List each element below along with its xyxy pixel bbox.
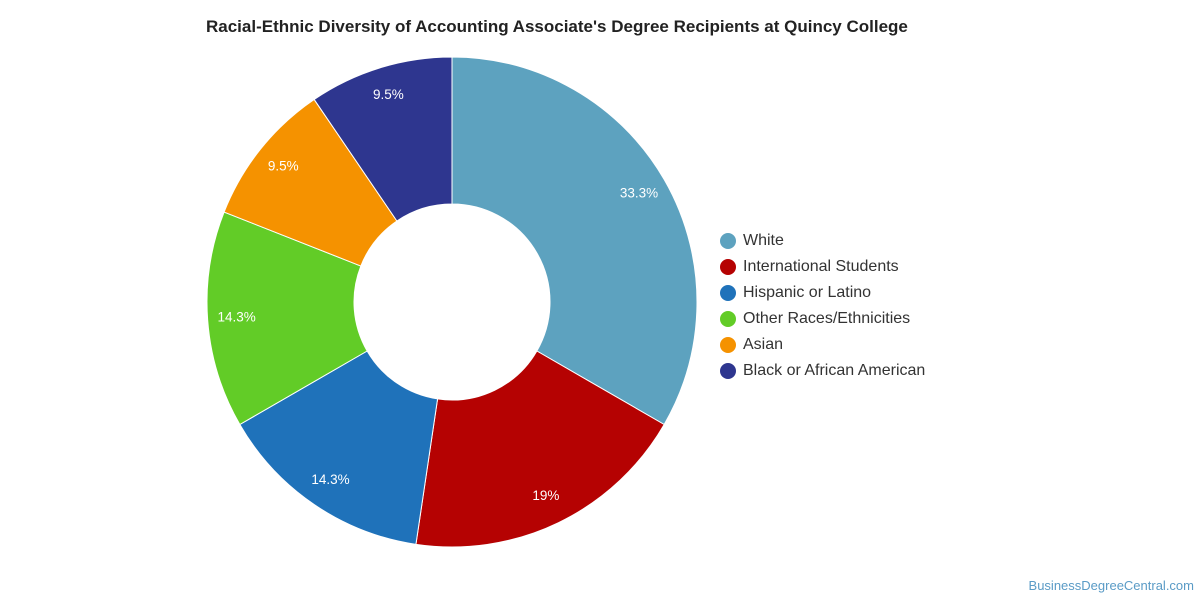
legend-item[interactable]: Other Races/Ethnicities <box>720 306 925 332</box>
slice-black-or-african-american[interactable] <box>313 56 453 222</box>
chart-title: Racial-Ethnic Diversity of Accounting As… <box>206 17 908 36</box>
slice-white[interactable] <box>451 56 698 426</box>
legend-label: International Students <box>743 258 899 275</box>
legend-label: Black or African American <box>743 362 926 379</box>
slice-label: 33.3% <box>620 186 658 201</box>
legend-label: White <box>743 232 784 249</box>
legend-item[interactable]: Hispanic or Latino <box>720 280 925 306</box>
legend-swatch <box>720 363 736 379</box>
slice-label: 14.3% <box>217 310 255 325</box>
legend-label: Asian <box>743 336 784 353</box>
legend-swatch <box>720 337 736 353</box>
legend-item[interactable]: Black or African American <box>720 358 925 384</box>
legend-swatch <box>720 285 736 301</box>
slice-international-students[interactable] <box>415 350 665 548</box>
slice-label: 14.3% <box>311 472 349 487</box>
legend-label: Other Races/Ethnicities <box>743 310 911 327</box>
legend-item[interactable]: International Students <box>720 254 925 280</box>
legend-swatch <box>720 259 736 275</box>
legend-item[interactable]: Asian <box>720 332 925 358</box>
legend-swatch <box>720 311 736 327</box>
slice-hispanic-or-latino[interactable] <box>239 350 439 545</box>
source-watermark[interactable]: BusinessDegreeCentral.com <box>1028 578 1194 593</box>
legend-label: Hispanic or Latino <box>743 284 872 301</box>
slice-label: 9.5% <box>373 87 404 102</box>
legend-item[interactable]: White <box>720 228 925 254</box>
slice-label: 9.5% <box>268 159 299 174</box>
legend-swatch <box>720 233 736 249</box>
slice-other-races-ethnicities[interactable] <box>206 211 368 426</box>
chart-legend: White International Students Hispanic or L… <box>720 228 925 384</box>
slice-label: 19% <box>532 488 559 503</box>
